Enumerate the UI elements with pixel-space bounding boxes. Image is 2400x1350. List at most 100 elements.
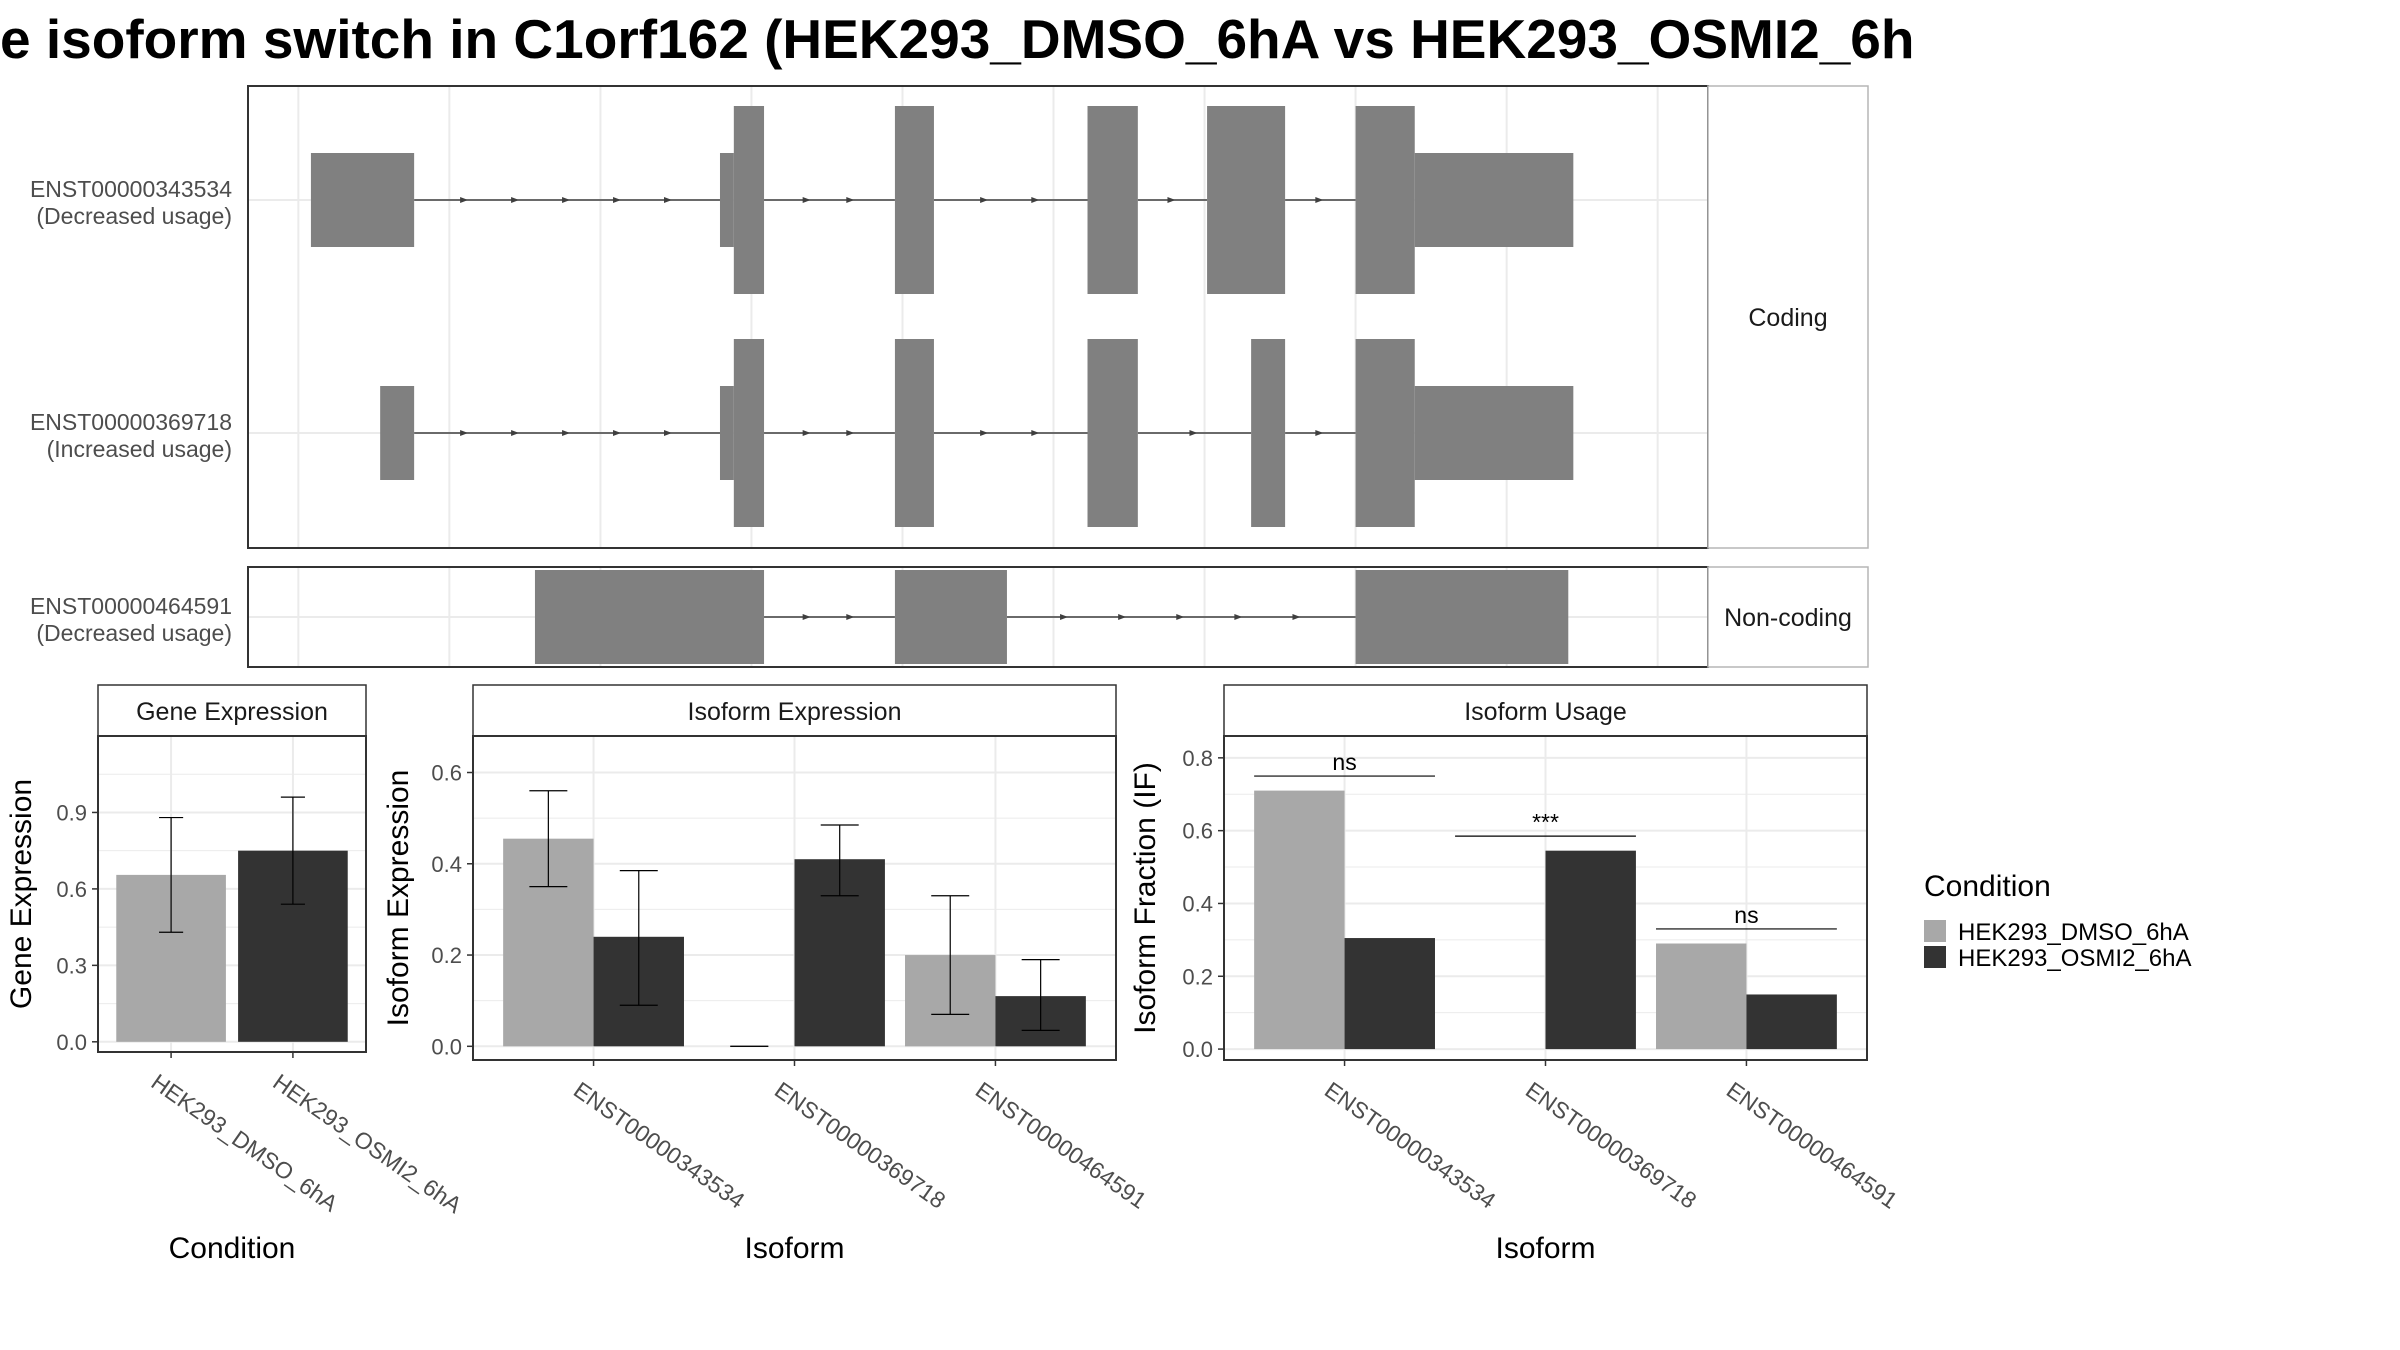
transcript-ENST00000343534 bbox=[310, 106, 1574, 294]
exon-block bbox=[1414, 153, 1574, 247]
exon-block bbox=[1087, 339, 1138, 527]
intron-direction-arrow bbox=[1031, 430, 1040, 436]
intron-direction-arrow bbox=[1315, 430, 1324, 436]
facet-strip bbox=[1707, 566, 1869, 668]
transcript-usage-label: (Decreased usage) bbox=[36, 203, 232, 229]
intron-direction-arrow bbox=[562, 197, 571, 203]
exon-block bbox=[380, 386, 415, 480]
intron-direction-arrow bbox=[511, 197, 520, 203]
intron-direction-arrow bbox=[460, 197, 469, 203]
y-tick-label: 0.2 bbox=[431, 943, 462, 968]
y-tick-label: 0.3 bbox=[56, 953, 87, 978]
intron-direction-arrow bbox=[562, 430, 571, 436]
chart-panel-border bbox=[97, 735, 367, 1053]
y-tick-label: 0.0 bbox=[56, 1030, 87, 1055]
intron-direction-arrow bbox=[1060, 614, 1069, 620]
structure-facet-0: Coding bbox=[247, 85, 1869, 549]
intron-direction-arrow bbox=[1189, 430, 1198, 436]
intron-direction-arrow bbox=[1315, 197, 1324, 203]
exon-block bbox=[1355, 339, 1415, 527]
structure-facet-1: Non-coding bbox=[247, 566, 1869, 668]
error-bar bbox=[529, 790, 568, 888]
x-axis-title: Condition bbox=[169, 1232, 296, 1265]
intron-direction-arrow bbox=[802, 430, 811, 436]
chart-strip-title: Isoform Expression bbox=[688, 698, 902, 726]
exon-block bbox=[894, 570, 1007, 664]
exon-block bbox=[719, 153, 734, 247]
exon-block bbox=[1207, 106, 1286, 294]
intron-direction-arrow bbox=[460, 430, 469, 436]
intron-direction-arrow bbox=[664, 197, 673, 203]
x-tick-label: ENST00000369718 bbox=[1521, 1077, 1701, 1214]
x-tick-label: ENST00000464591 bbox=[1722, 1077, 1902, 1214]
isoform-expression-chart: Isoform Expression 0.0 0.2 0.4 0.6 ENST000003… bbox=[382, 684, 1151, 1265]
exon-block bbox=[733, 339, 765, 527]
x-tick-label: ENST00000464591 bbox=[971, 1077, 1151, 1214]
y-tick-label: 0.6 bbox=[56, 877, 87, 902]
bar bbox=[1545, 850, 1636, 1050]
significance-label: *** bbox=[1532, 809, 1559, 835]
y-tick-label: 0.6 bbox=[431, 761, 462, 786]
y-axis-title: Isoform Expression bbox=[382, 770, 415, 1027]
intron-direction-arrow bbox=[1031, 197, 1040, 203]
intron-direction-arrow bbox=[511, 430, 520, 436]
intron-direction-arrow bbox=[613, 197, 622, 203]
transcript-label: ENST00000464591 bbox=[30, 593, 232, 619]
significance-label: ns bbox=[1734, 902, 1758, 928]
y-tick-label: 0.9 bbox=[56, 800, 87, 825]
condition-legend: Condition HEK293_DMSO_6hA HEK293_OSMI2_6… bbox=[1924, 870, 2191, 972]
exon-block bbox=[310, 153, 415, 247]
intron-direction-arrow bbox=[1118, 614, 1127, 620]
x-axis-title: Isoform bbox=[1495, 1232, 1595, 1265]
significance-label: ns bbox=[1332, 749, 1356, 775]
bar bbox=[1746, 994, 1837, 1050]
x-tick-label: ENST00000343534 bbox=[1320, 1077, 1501, 1214]
bar bbox=[1656, 943, 1747, 1050]
chart-strip bbox=[1223, 684, 1868, 737]
error-bar bbox=[159, 816, 184, 933]
y-tick-label: 0.0 bbox=[431, 1034, 462, 1059]
transcript-usage-label: (Increased usage) bbox=[47, 436, 232, 462]
legend-label-dmso: HEK293_DMSO_6hA bbox=[1958, 919, 2189, 946]
legend-swatch-dmso bbox=[1924, 920, 1946, 942]
x-tick-label: HEK293_OSMI2_6hA bbox=[268, 1069, 467, 1219]
intron-direction-arrow bbox=[846, 197, 855, 203]
intron-direction-arrow bbox=[1292, 614, 1301, 620]
chart-strip-title: Gene Expression bbox=[136, 698, 328, 726]
y-tick-label: 0.8 bbox=[1182, 746, 1213, 771]
error-bar bbox=[931, 895, 970, 1015]
facet-strip-label: Coding bbox=[1748, 304, 1827, 332]
error-bar bbox=[820, 824, 859, 897]
y-tick-label: 0.4 bbox=[1182, 891, 1213, 916]
legend-label-osmi2: HEK293_OSMI2_6hA bbox=[1958, 945, 2191, 972]
transcript-ENST00000464591 bbox=[534, 570, 1569, 664]
x-tick-label: ENST00000343534 bbox=[569, 1077, 750, 1214]
exon-block bbox=[1355, 570, 1569, 664]
y-tick-label: 0.2 bbox=[1182, 964, 1213, 989]
figure-title: e isoform switch in C1orf162 (HEK293_DMS… bbox=[0, 8, 1914, 70]
intron-direction-arrow bbox=[846, 430, 855, 436]
exon-block bbox=[1355, 106, 1415, 294]
error-bar bbox=[619, 870, 658, 1006]
isoform-usage-chart: Isoform Usage ns *** ns 0.0 0.2 0.4 0.6 0.8 ENST0… bbox=[1129, 684, 1902, 1265]
legend-title: Condition bbox=[1924, 870, 2051, 903]
exon-block bbox=[719, 386, 734, 480]
chart-strip-title: Isoform Usage bbox=[1464, 698, 1627, 726]
chart-strip bbox=[472, 684, 1117, 737]
intron-direction-arrow bbox=[802, 197, 811, 203]
exon-block bbox=[1087, 106, 1138, 294]
intron-direction-arrow bbox=[846, 614, 855, 620]
exon-block bbox=[733, 106, 765, 294]
y-tick-label: 0.6 bbox=[1182, 819, 1213, 844]
y-tick-label: 0.0 bbox=[1182, 1037, 1213, 1062]
intron-direction-arrow bbox=[664, 430, 673, 436]
exon-block bbox=[1414, 386, 1574, 480]
intron-direction-arrow bbox=[1234, 614, 1243, 620]
y-tick-label: 0.4 bbox=[431, 852, 462, 877]
intron-direction-arrow bbox=[613, 430, 622, 436]
legend-swatch-osmi2 bbox=[1924, 946, 1946, 968]
error-bar bbox=[1021, 959, 1060, 1031]
facet-strip-label: Non-coding bbox=[1724, 604, 1852, 632]
